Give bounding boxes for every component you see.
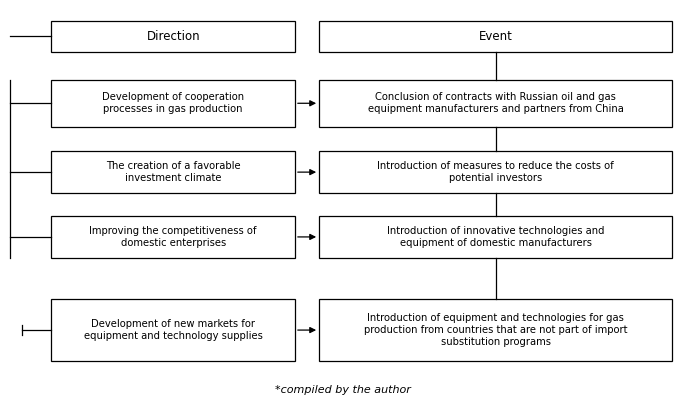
Bar bbox=[51, 80, 295, 126]
Bar bbox=[51, 216, 295, 258]
Text: Introduction of equipment and technologies for gas
production from countries tha: Introduction of equipment and technologi… bbox=[364, 313, 628, 347]
Bar bbox=[319, 216, 672, 258]
Bar bbox=[319, 151, 672, 194]
Text: Event: Event bbox=[479, 30, 512, 43]
Bar bbox=[319, 80, 672, 126]
Text: Conclusion of contracts with Russian oil and gas
equipment manufacturers and par: Conclusion of contracts with Russian oil… bbox=[368, 92, 624, 115]
Bar bbox=[51, 151, 295, 194]
Text: Direction: Direction bbox=[146, 30, 200, 43]
Text: *compiled by the author: *compiled by the author bbox=[275, 385, 411, 394]
Text: Improving the competitiveness of
domestic enterprises: Improving the competitiveness of domesti… bbox=[89, 226, 257, 248]
Text: Introduction of measures to reduce the costs of
potential investors: Introduction of measures to reduce the c… bbox=[377, 161, 614, 183]
Text: Introduction of innovative technologies and
equipment of domestic manufacturers: Introduction of innovative technologies … bbox=[387, 226, 604, 248]
Bar bbox=[319, 21, 672, 51]
Bar bbox=[319, 299, 672, 361]
Text: The creation of a favorable
investment climate: The creation of a favorable investment c… bbox=[106, 161, 241, 183]
Bar bbox=[51, 299, 295, 361]
Bar bbox=[51, 21, 295, 51]
Text: Development of cooperation
processes in gas production: Development of cooperation processes in … bbox=[102, 92, 244, 115]
Text: Development of new markets for
equipment and technology supplies: Development of new markets for equipment… bbox=[84, 319, 263, 341]
